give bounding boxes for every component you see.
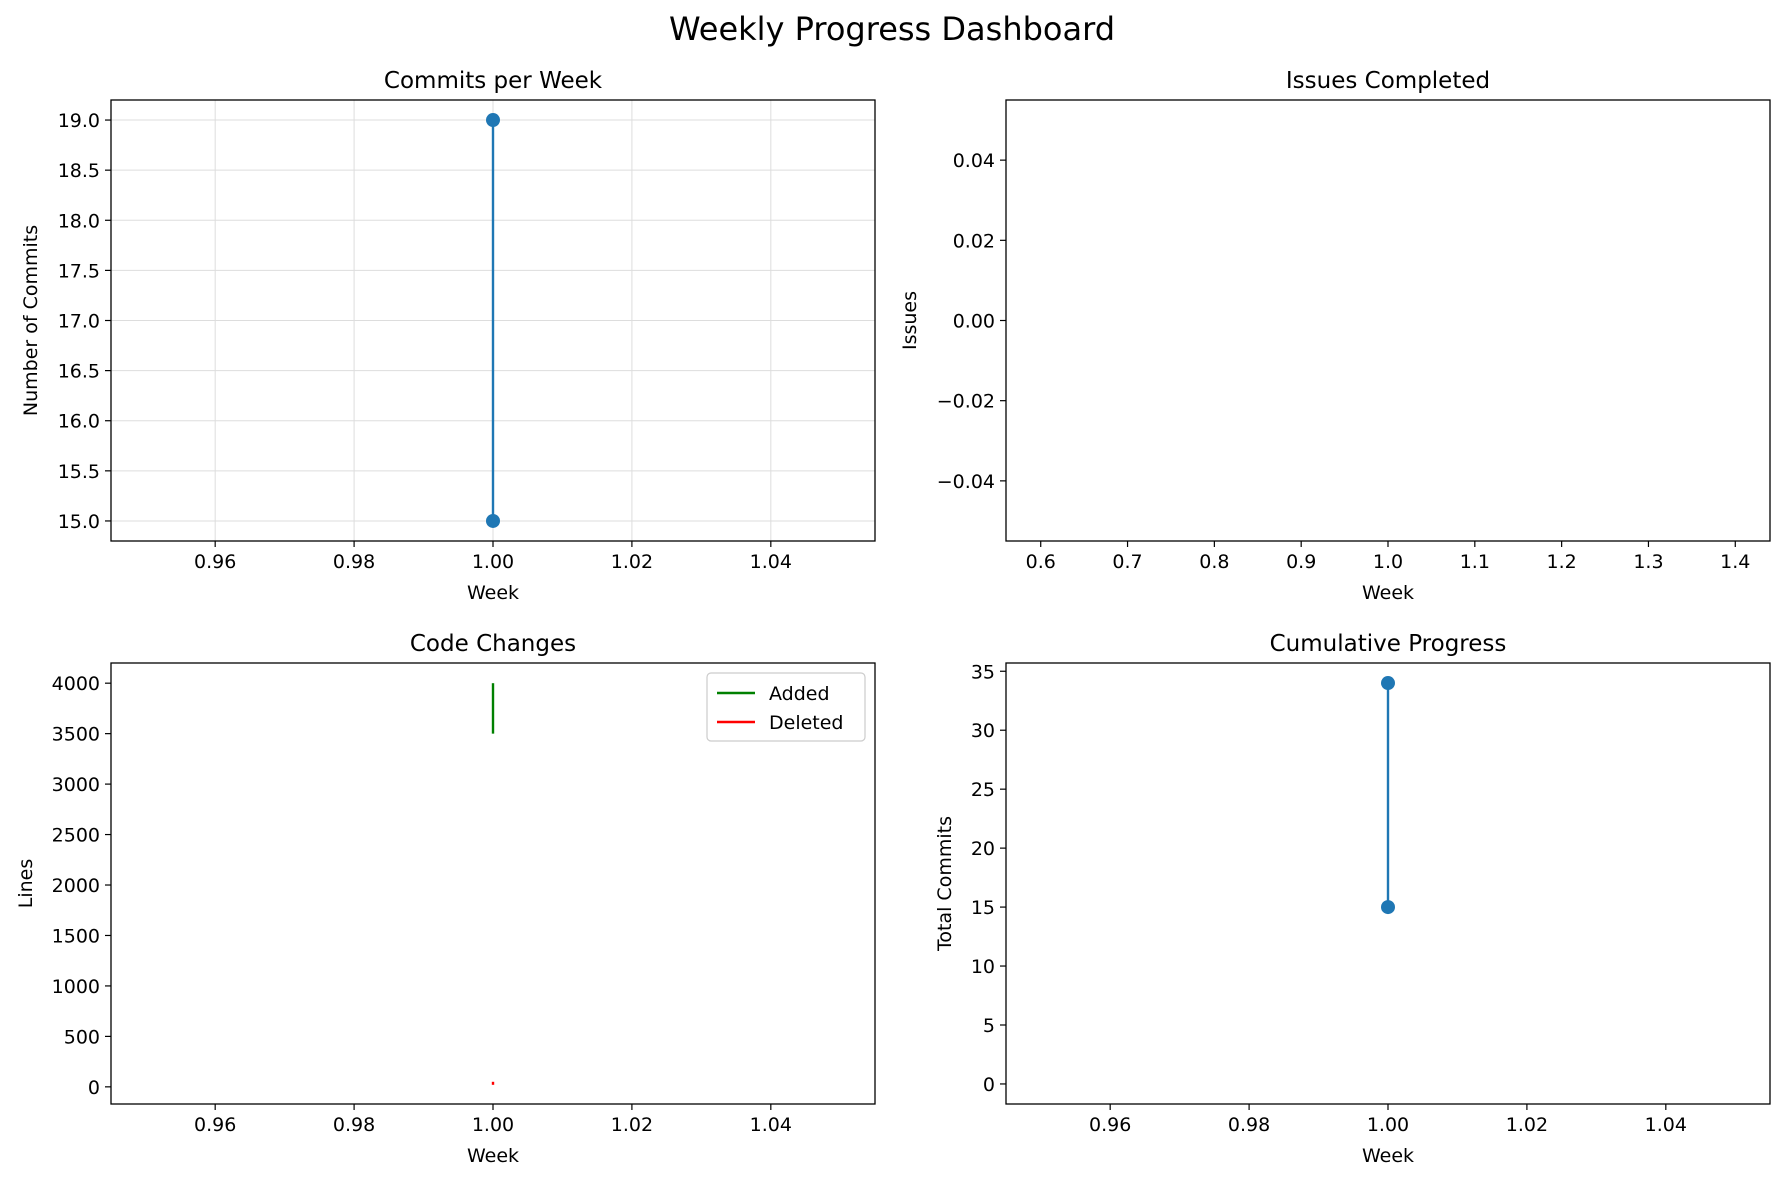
y-tick-label: 25	[971, 779, 995, 801]
y-tick-label: 16.0	[58, 411, 100, 433]
data-point	[1381, 676, 1395, 691]
y-tick-label: 3000	[52, 774, 100, 796]
x-tick-label: 0.96	[194, 551, 236, 573]
x-tick-label: 0.7	[1112, 551, 1142, 573]
chart-commits: 0.96 0.98 1.00 1.02 1.04 15.0 15.5 16.0 16.5 17.0…	[20, 68, 876, 604]
y-tick-label: 1000	[52, 976, 100, 998]
data-point	[1381, 900, 1395, 915]
x-axis-label: Week	[467, 582, 519, 604]
x-tick-label: 1.00	[472, 551, 514, 573]
y-tick-label: 15.0	[58, 511, 100, 533]
y-tick-label: 17.5	[58, 260, 100, 282]
y-tick-label: 10	[971, 956, 995, 978]
chart-title: Code Changes	[410, 631, 576, 657]
chart-cumulative: 0.96 0.98 1.00 1.02 1.04 0 5 10 15 20 25 30 35 Cumula…	[934, 631, 1771, 1167]
x-tick-label: 0.8	[1199, 551, 1229, 573]
y-tick-label: −0.02	[937, 391, 995, 413]
x-tick-label: 0.98	[333, 1114, 375, 1136]
y-tick-label: 0.02	[953, 230, 995, 252]
y-tick-label: 4000	[52, 673, 100, 695]
x-tick-label: 1.0	[1373, 551, 1403, 573]
x-tick-label: 1.02	[1506, 1114, 1548, 1136]
y-axis-label: Lines	[15, 859, 37, 909]
y-tick-label: 0	[88, 1077, 100, 1099]
y-tick-label: 30	[971, 720, 995, 742]
y-tick-label: 0.00	[953, 311, 995, 333]
x-tick-label: 1.4	[1720, 551, 1750, 573]
legend-label-added: Added	[769, 683, 830, 705]
y-tick-label: 18.0	[58, 210, 100, 232]
x-tick-label: 0.9	[1286, 551, 1316, 573]
legend-label-deleted: Deleted	[769, 712, 844, 734]
chart-title: Cumulative Progress	[1270, 631, 1507, 657]
x-tick-label: 1.00	[1367, 1114, 1409, 1136]
x-axis-label: Week	[1362, 582, 1414, 604]
y-tick-label: 35	[971, 661, 995, 683]
legend: Added Deleted	[706, 672, 866, 742]
y-tick-label: 18.5	[58, 160, 100, 182]
chart-issues: 0.6 0.7 0.8 0.9 1.0 1.1 1.2 1.3 1.4 −0.04 −0.02 0.0…	[899, 68, 1771, 604]
y-tick-label: 15.5	[58, 461, 100, 483]
y-tick-label: 0.04	[953, 150, 995, 172]
y-tick-label: 19.0	[58, 110, 100, 132]
y-tick-label: 2000	[52, 875, 100, 897]
y-tick-label: 17.0	[58, 311, 100, 333]
y-tick-label: 2500	[52, 825, 100, 847]
x-tick-label: 1.2	[1547, 551, 1577, 573]
y-axis-label: Number of Commits	[20, 225, 42, 416]
y-tick-label: 15	[971, 897, 995, 919]
x-axis-label: Week	[467, 1145, 519, 1167]
chart-title: Issues Completed	[1286, 68, 1490, 94]
x-axis-label: Week	[1362, 1145, 1414, 1167]
y-tick-label: 20	[971, 838, 995, 860]
data-point	[486, 513, 500, 528]
axes-frame	[1005, 99, 1771, 542]
x-tick-label: 0.98	[1228, 1114, 1270, 1136]
x-tick-label: 0.6	[1026, 551, 1056, 573]
y-tick-label: −0.04	[937, 471, 995, 493]
chart-code: 0.96 0.98 1.00 1.02 1.04 0 500 1000 1500 2000 2500…	[15, 631, 876, 1167]
y-tick-label: 3500	[52, 724, 100, 746]
y-tick-label: 0	[983, 1074, 995, 1096]
x-tick-label: 1.04	[1645, 1114, 1687, 1136]
y-tick-label: 16.5	[58, 361, 100, 383]
x-tick-label: 0.98	[333, 551, 375, 573]
y-tick-label: 500	[64, 1026, 100, 1048]
figure-title: Weekly Progress Dashboard	[668, 10, 1115, 48]
x-tick-label: 0.96	[194, 1114, 236, 1136]
x-tick-label: 1.04	[750, 551, 792, 573]
data-point	[486, 113, 500, 128]
x-tick-label: 1.02	[611, 1114, 653, 1136]
x-tick-label: 1.3	[1633, 551, 1663, 573]
y-tick-label: 5	[983, 1015, 995, 1037]
y-axis-label: Total Commits	[934, 816, 956, 952]
legend-box	[706, 672, 866, 742]
chart-title: Commits per Week	[384, 68, 603, 94]
x-tick-label: 1.00	[472, 1114, 514, 1136]
y-axis-label: Issues	[899, 291, 921, 350]
x-tick-label: 1.1	[1460, 551, 1490, 573]
y-tick-label: 1500	[52, 925, 100, 947]
x-tick-label: 0.96	[1089, 1114, 1131, 1136]
x-tick-label: 1.02	[611, 551, 653, 573]
x-tick-label: 1.04	[750, 1114, 792, 1136]
